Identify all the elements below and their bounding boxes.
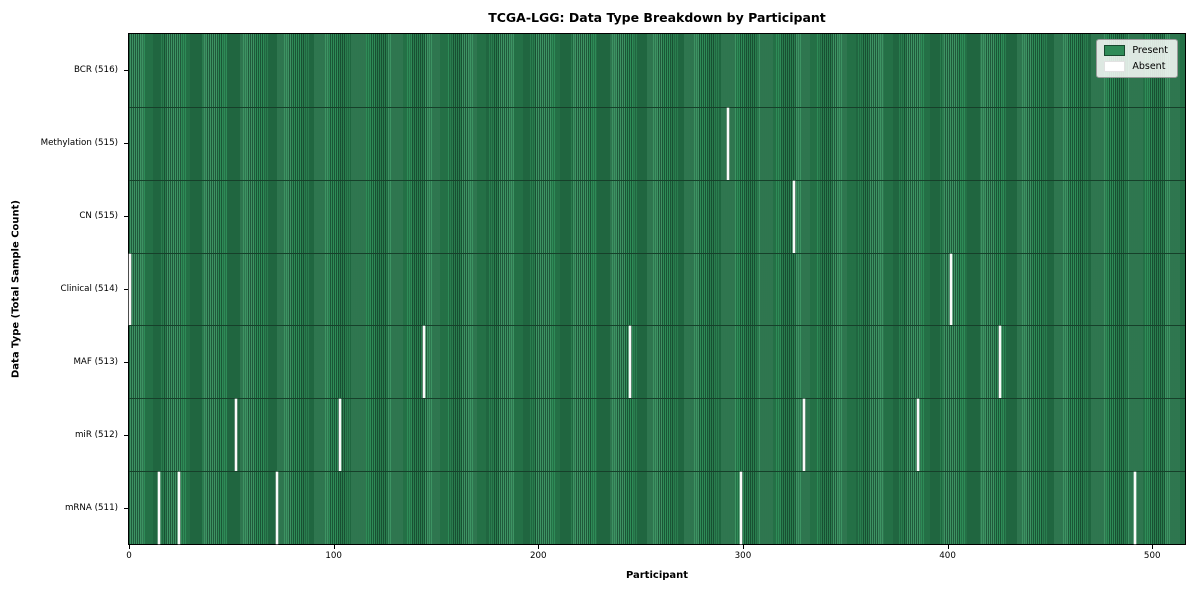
x-tick-mark <box>947 545 949 549</box>
row-mir <box>129 398 1185 472</box>
legend: Present Absent <box>1096 39 1178 78</box>
x-axis-label: Participant <box>625 570 689 581</box>
absent-gap <box>339 399 342 472</box>
legend-label-present: Present <box>1132 44 1168 56</box>
plot-area: Present Absent <box>128 33 1186 545</box>
absent-gap <box>739 472 742 544</box>
y-tick-label: miR (512) <box>74 430 118 441</box>
x-tick-label: 400 <box>939 551 956 561</box>
y-tick-label: Methylation (515) <box>40 137 118 148</box>
x-tick-mark <box>742 545 744 549</box>
x-tick-label: 100 <box>325 551 342 561</box>
y-tick-mark <box>124 69 128 71</box>
y-tick-mark <box>124 362 128 364</box>
row-cn <box>129 179 1185 253</box>
legend-label-absent: Absent <box>1132 60 1166 72</box>
y-tick-label: CN (515) <box>79 210 118 221</box>
y-tick-mark <box>124 508 128 510</box>
x-tick-label: 500 <box>1143 551 1161 561</box>
row-mrna <box>129 471 1185 544</box>
row-maf <box>129 325 1185 399</box>
absent-gap <box>423 326 426 399</box>
legend-item-absent: Absent <box>1104 61 1168 72</box>
absent-gap <box>129 253 132 326</box>
y-tick-label: MAF (513) <box>73 357 118 368</box>
absent-gap <box>917 399 920 472</box>
y-tick-label: mRNA (511) <box>64 503 118 514</box>
x-tick-label: 300 <box>734 551 752 561</box>
x-tick-mark <box>538 545 540 549</box>
y-tick-label: BCR (516) <box>73 64 118 75</box>
absent-gap <box>276 472 279 544</box>
absent-gap <box>178 472 181 544</box>
x-tick-label: 200 <box>530 551 547 561</box>
y-tick-mark <box>124 435 128 437</box>
y-tick-label: Clinical (514) <box>60 284 118 294</box>
x-tick-mark <box>129 545 131 549</box>
x-tick-mark <box>333 545 335 549</box>
row-methylation <box>129 106 1185 180</box>
legend-item-present: Present <box>1104 45 1168 56</box>
row-bcr <box>129 34 1185 107</box>
absent-gap <box>727 107 730 180</box>
x-tick-mark <box>1152 545 1154 549</box>
absent-gap <box>157 472 160 544</box>
chart-title: TCGA-LGG: Data Type Breakdown by Partici… <box>488 10 826 25</box>
y-tick-mark <box>124 289 128 290</box>
absent-gap <box>235 399 238 472</box>
absent-gap <box>999 326 1002 399</box>
absent-gap <box>629 326 632 399</box>
row-clinical <box>129 252 1185 326</box>
absent-gap <box>792 180 795 253</box>
absent-swatch <box>1104 61 1126 72</box>
x-tick-label: 0 <box>126 551 132 561</box>
y-tick-mark <box>124 142 128 144</box>
absent-gap <box>803 399 806 472</box>
absent-gap <box>950 253 953 326</box>
present-swatch <box>1104 45 1126 56</box>
y-tick-mark <box>124 215 128 217</box>
absent-gap <box>1133 472 1136 544</box>
